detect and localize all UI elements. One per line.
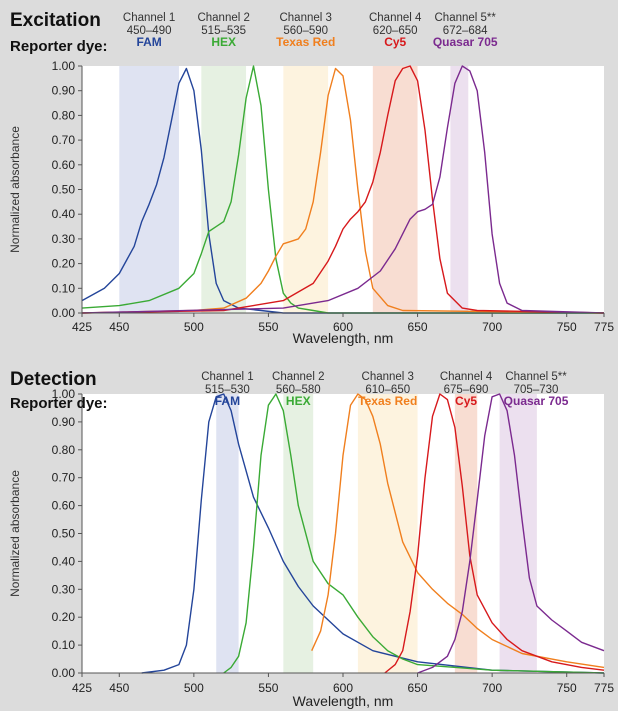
series-line-cy5: [81, 65, 605, 314]
channel-range: 675–690: [444, 384, 489, 396]
series-line-quasar-705: [81, 65, 605, 314]
channel-dye-texas-red: Texas Red: [358, 394, 417, 408]
x-tick-label: 750: [557, 320, 577, 334]
y-tick-label: 0.20: [52, 610, 76, 624]
series-line-texas-red: [311, 393, 605, 669]
channel-band: [372, 66, 418, 313]
reporter-dye-label: Reporter dye:: [10, 395, 108, 412]
channel-name: Channel 5**: [435, 12, 497, 24]
x-tick-label: 700: [482, 681, 502, 695]
channel-dye-cy5: Cy5: [384, 35, 406, 49]
channel-band: [283, 66, 329, 313]
x-tick-label: 775: [594, 681, 614, 695]
y-tick-label: 0.30: [52, 582, 76, 596]
channel-name: Channel 1: [123, 12, 175, 24]
x-tick-label: 500: [184, 681, 204, 695]
x-tick-label: 550: [258, 681, 278, 695]
y-tick-label: 0.10: [52, 638, 76, 652]
y-tick-label: 0.90: [52, 84, 76, 98]
x-axis-label: Wavelength, nm: [293, 330, 394, 346]
y-axis-label: Normalized absorbance: [8, 126, 22, 253]
channel-band: [499, 394, 537, 673]
channel-range: 450–490: [127, 25, 172, 37]
y-tick-label: 0.60: [52, 158, 76, 172]
y-tick-label: 0.50: [52, 183, 76, 197]
series-line-texas-red: [81, 67, 605, 314]
series-line-fam: [81, 67, 604, 314]
channel-range: 560–580: [276, 384, 321, 396]
y-tick-label: 1.00: [52, 387, 76, 401]
channel-name: Channel 3: [279, 12, 331, 24]
channel-name: Channel 2: [197, 12, 249, 24]
y-tick-label: 1.00: [52, 59, 76, 73]
x-tick-label: 425: [72, 681, 92, 695]
channel-name: Channel 2: [272, 371, 324, 383]
x-tick-label: 500: [184, 320, 204, 334]
channel-dye-hex: HEX: [286, 394, 311, 408]
channel-band: [119, 66, 179, 313]
y-tick-label: 0.10: [52, 281, 76, 295]
channel-dye-fam: FAM: [136, 35, 161, 49]
channel-band: [216, 394, 239, 673]
y-tick-label: 0.00: [52, 306, 76, 320]
channel-band: [357, 394, 418, 673]
x-tick-label: 650: [408, 320, 428, 334]
y-tick-label: 0.00: [52, 666, 76, 680]
channel-dye-fam: FAM: [215, 394, 240, 408]
y-tick-label: 0.80: [52, 443, 76, 457]
channel-band: [454, 394, 478, 673]
y-tick-label: 0.50: [52, 527, 76, 541]
chart-panel-excitation: 0.00 0.10 0.20 0.30 0.40 0.50 0.60 0.70 0.80 0.90…: [8, 10, 614, 346]
y-tick-label: 0.90: [52, 415, 76, 429]
channel-dye-quasar-705: Quasar 705: [433, 35, 498, 49]
channel-range: 515–530: [205, 384, 250, 396]
x-axis-label: Wavelength, nm: [293, 693, 394, 709]
channel-band: [201, 66, 247, 313]
x-tick-label: 775: [594, 320, 614, 334]
x-tick-label: 450: [109, 320, 129, 334]
channel-name: Channel 5**: [505, 371, 567, 383]
series-line-cy5: [384, 393, 605, 674]
channel-range: 610–650: [365, 384, 410, 396]
y-tick-label: 0.70: [52, 133, 76, 147]
channel-range: 515–535: [201, 25, 246, 37]
x-tick-label: 600: [333, 681, 353, 695]
chart-title: Excitation: [10, 10, 101, 31]
reporter-dye-label: Reporter dye:: [10, 38, 108, 55]
y-tick-label: 0.40: [52, 554, 76, 568]
x-tick-label: 600: [333, 320, 353, 334]
series-line-hex: [223, 393, 605, 674]
channel-dye-hex: HEX: [211, 35, 236, 49]
chart-title: Detection: [10, 369, 97, 390]
x-tick-label: 700: [482, 320, 502, 334]
y-tick-label: 0.30: [52, 232, 76, 246]
channel-range: 705–730: [514, 384, 559, 396]
channel-name: Channel 3: [362, 371, 414, 383]
y-tick-label: 0.80: [52, 108, 76, 122]
channel-range: 672–684: [443, 25, 488, 37]
series-line-fam: [141, 393, 605, 674]
channel-name: Channel 1: [201, 371, 253, 383]
channel-range: 620–650: [373, 25, 418, 37]
channel-name: Channel 4: [369, 12, 422, 24]
channel-name: Channel 4: [440, 371, 493, 383]
x-tick-label: 650: [408, 681, 428, 695]
x-tick-label: 425: [72, 320, 92, 334]
x-tick-label: 450: [109, 681, 129, 695]
y-tick-label: 0.60: [52, 499, 76, 513]
y-tick-label: 0.20: [52, 257, 76, 271]
y-tick-label: 0.40: [52, 207, 76, 221]
channel-dye-cy5: Cy5: [455, 394, 477, 408]
channel-band: [450, 66, 469, 313]
channel-range: 560–590: [283, 25, 328, 37]
series-line-quasar-705: [417, 393, 605, 674]
chart-panel-detection: 0.00 0.10 0.20 0.30 0.40 0.50 0.60 0.70 0.80 0.90…: [8, 369, 614, 709]
channel-dye-texas-red: Texas Red: [276, 35, 335, 49]
y-tick-label: 0.70: [52, 471, 76, 485]
y-axis-label: Normalized absorbance: [8, 470, 22, 597]
x-tick-label: 550: [258, 320, 278, 334]
channel-dye-quasar-705: Quasar 705: [504, 394, 569, 408]
x-tick-label: 750: [557, 681, 577, 695]
